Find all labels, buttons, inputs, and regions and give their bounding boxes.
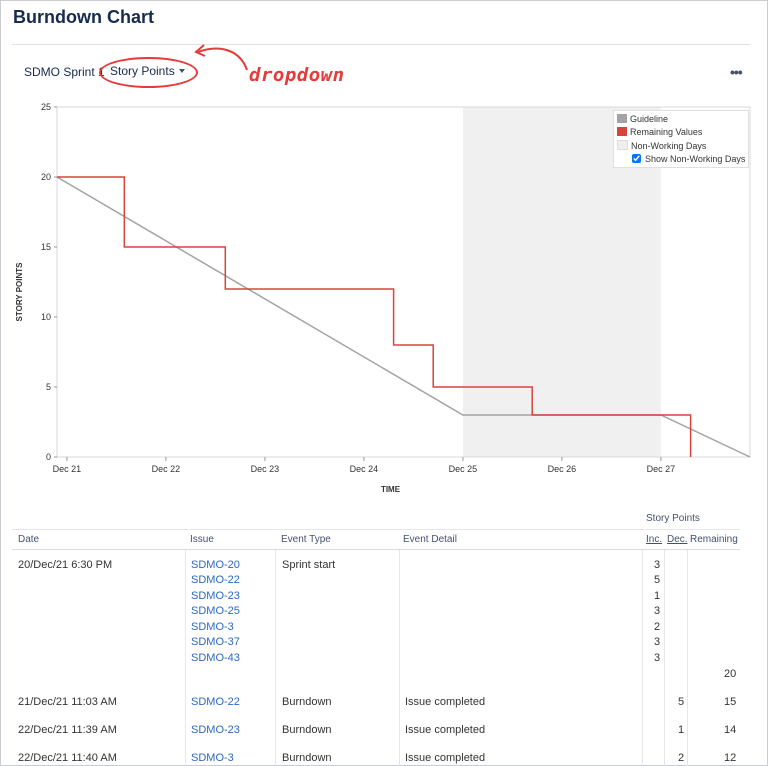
x-tick-label: Dec 23	[251, 464, 280, 474]
row-event-type: Burndown	[282, 724, 332, 736]
inc-value: 5	[654, 574, 661, 586]
issue-link[interactable]: SDMO-20	[191, 559, 240, 571]
col-issue[interactable]: Issue	[190, 534, 214, 545]
col-divider	[275, 550, 276, 766]
legend-remaining: Remaining Values	[617, 127, 702, 138]
remaining-swatch-icon	[617, 127, 627, 136]
col-date[interactable]: Date	[18, 534, 40, 545]
dec-value: 5	[678, 696, 685, 708]
y-tick-label: 10	[41, 312, 51, 322]
dec-value: 2	[678, 752, 685, 764]
row-date: 21/Dec/21 11:03 AM	[18, 696, 117, 708]
remaining-value: 14	[724, 724, 737, 736]
inc-value: 1	[654, 590, 661, 602]
col-event-type[interactable]: Event Type	[281, 534, 331, 545]
col-divider	[185, 550, 186, 766]
show-nonworking-toggle[interactable]: Show Non-Working Days	[617, 154, 745, 165]
x-tick-label: Dec 26	[548, 464, 577, 474]
dec-value: 1	[678, 724, 685, 736]
remaining-value: 12	[724, 752, 737, 764]
inc-value: 3	[654, 636, 661, 648]
issue-link[interactable]: SDMO-37	[191, 636, 240, 648]
legend-guideline-label: Guideline	[630, 114, 669, 124]
more-actions-button[interactable]: •••	[730, 64, 743, 80]
row-date: 22/Dec/21 11:39 AM	[18, 724, 117, 736]
remaining-values-series	[57, 176, 692, 457]
col-divider	[664, 550, 665, 766]
row-event-type: Sprint start	[282, 559, 336, 571]
table-top-border	[12, 529, 740, 530]
inc-value: 3	[654, 652, 661, 664]
row-event-type: Burndown	[282, 696, 332, 708]
annotation-arrow-icon	[194, 44, 248, 71]
issue-link[interactable]: SDMO-3	[191, 621, 234, 633]
issue-link[interactable]: SDMO-22	[191, 696, 240, 708]
nonworking-swatch-icon	[617, 140, 628, 150]
header-divider	[12, 44, 750, 45]
row-date: 22/Dec/21 11:40 AM	[18, 752, 117, 764]
col-divider	[642, 550, 643, 766]
show-nonworking-checkbox[interactable]	[632, 154, 641, 163]
col-inc[interactable]: Inc.	[646, 534, 663, 545]
legend-nonworking-label: Non-Working Days	[631, 141, 707, 151]
issue-link[interactable]: SDMO-23	[191, 724, 240, 736]
row-event-detail: Issue completed	[405, 696, 486, 708]
issue-link[interactable]: SDMO-25	[191, 605, 240, 617]
y-tick-label: 15	[41, 242, 51, 252]
x-tick-label: Dec 27	[647, 464, 676, 474]
col-remaining[interactable]: Remaining	[690, 534, 738, 545]
y-tick-label: 5	[46, 382, 51, 392]
header-bottom-border	[12, 549, 740, 550]
story-points-header: Story Points	[646, 513, 700, 524]
highlight-ellipse	[99, 57, 198, 88]
page-title: Burndown Chart	[13, 7, 154, 27]
col-event-detail[interactable]: Event Detail	[403, 534, 457, 545]
y-tick-label: 0	[46, 452, 51, 462]
remaining-value: 15	[724, 696, 737, 708]
row-event-detail: Issue completed	[405, 752, 486, 764]
y-tick-label: 25	[41, 102, 51, 112]
issue-link[interactable]: SDMO-23	[191, 590, 240, 602]
col-divider	[687, 550, 688, 766]
annotation-text: dropdown	[249, 64, 345, 86]
issue-link[interactable]: SDMO-43	[191, 652, 240, 664]
guideline-swatch-icon	[617, 114, 627, 123]
legend-remaining-label: Remaining Values	[630, 127, 703, 137]
inc-value: 3	[654, 559, 661, 571]
x-axis-label: TIME	[381, 485, 401, 494]
legend-nonworking: Non-Working Days	[617, 140, 706, 151]
x-tick-label: Dec 25	[449, 464, 478, 474]
col-dec[interactable]: Dec.	[667, 534, 688, 545]
chart-legend: Guideline Remaining Values Non-Working D…	[613, 110, 749, 168]
x-tick-label: Dec 24	[350, 464, 379, 474]
row-date: 20/Dec/21 6:30 PM	[18, 559, 113, 571]
remaining-value: 20	[724, 668, 737, 680]
inc-value: 3	[654, 605, 661, 617]
plot-border	[56, 106, 751, 458]
row-event-detail: Issue completed	[405, 724, 486, 736]
show-nonworking-label: Show Non-Working Days	[645, 154, 746, 164]
row-event-type: Burndown	[282, 752, 332, 764]
col-divider	[399, 550, 400, 766]
x-tick-label: Dec 21	[53, 464, 82, 474]
y-axis-label: STORY POINTS	[15, 262, 24, 322]
sprint-name: SDMO Sprint 1	[24, 65, 105, 79]
y-tick-label: 20	[41, 172, 51, 182]
issue-link[interactable]: SDMO-22	[191, 574, 240, 586]
issue-link[interactable]: SDMO-3	[191, 752, 234, 764]
legend-guideline: Guideline	[617, 114, 668, 125]
inc-value: 2	[654, 621, 661, 633]
x-tick-label: Dec 22	[152, 464, 181, 474]
